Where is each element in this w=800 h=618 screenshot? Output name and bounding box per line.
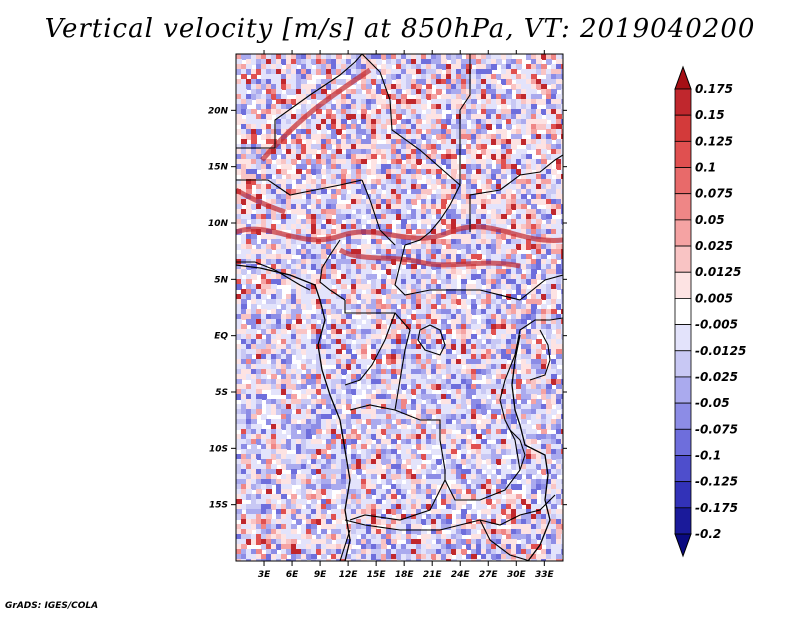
colorbar-swatch	[674, 455, 692, 483]
ascent-band	[260, 67, 372, 162]
colorbar-swatch	[674, 428, 692, 456]
colorbar-swatch	[674, 481, 692, 509]
lon-label: 18E	[395, 570, 415, 580]
lat-label: 5S	[215, 388, 228, 398]
lon-label: 21E	[423, 570, 443, 580]
ascent-band	[236, 187, 286, 215]
colorbar-label: -0.075	[695, 422, 738, 436]
colorbar-label: -0.025	[695, 370, 738, 384]
colorbar-label: 0.005	[695, 291, 733, 305]
lat-label: 10S	[209, 444, 228, 454]
colorbar-swatch	[674, 324, 692, 352]
colorbar: 0.175 0.15 0.125 0.1 0.075 0.05 0.025 0.0125 0.0…	[674, 65, 746, 558]
colorbar-label: -0.2	[695, 527, 721, 541]
colorbar-label: 0.1	[695, 161, 716, 175]
lon-label: 30E	[507, 570, 527, 580]
colorbar-label: 0.025	[695, 239, 733, 253]
colorbar-swatch	[674, 507, 692, 535]
colorbar-swatch	[674, 350, 692, 378]
colorbar-label: 0.0125	[695, 265, 741, 279]
colorbar-swatch	[674, 402, 692, 430]
colorbar-label: 0.05	[695, 213, 725, 227]
lon-label: 3E	[258, 570, 271, 580]
lat-label: 15N	[208, 163, 229, 173]
colorbar-label: -0.05	[695, 396, 730, 410]
ascent-band	[236, 224, 563, 244]
map-figure: 20N 15N 10N 5N EQ 5S 10S 15S 3E 6E 9E 12E 15E 18E 21E 2…	[208, 50, 746, 580]
lat-label: 15S	[209, 501, 228, 511]
colorbar-swatch	[674, 88, 692, 116]
coastline	[236, 264, 551, 561]
lon-label: 6E	[286, 570, 299, 580]
lon-label: 24E	[451, 570, 471, 580]
colorbar-label: 0.175	[695, 82, 733, 96]
velocity-field	[236, 54, 563, 561]
colorbar-label: 0.125	[695, 134, 733, 148]
colorbar-label: 0.075	[695, 187, 733, 201]
lon-label: 33E	[535, 570, 555, 580]
lat-label: 5N	[214, 275, 228, 285]
colorbar-cap-bottom	[674, 533, 692, 558]
colorbar-label: -0.175	[695, 501, 738, 515]
lon-label: 27E	[479, 570, 499, 580]
colorbar-label: -0.005	[695, 318, 738, 332]
colorbar-label: -0.1	[695, 448, 721, 462]
colorbar-swatch	[674, 271, 692, 299]
lon-label: 15E	[367, 570, 387, 580]
colorbar-label: 0.15	[695, 108, 725, 122]
colorbar-swatch	[674, 140, 692, 168]
colorbar-swatch	[674, 193, 692, 221]
lat-label: EQ	[214, 332, 228, 342]
grads-credit: GrADS: IGES/COLA	[5, 601, 99, 611]
lat-label: 20N	[208, 106, 229, 116]
colorbar-cap-top	[674, 65, 692, 90]
colorbar-swatch	[674, 114, 692, 142]
colorbar-label: -0.0125	[695, 344, 746, 358]
map-axes: 20N 15N 10N 5N EQ 5S 10S 15S 3E 6E 9E 12E 15E 18E 21E 2…	[208, 50, 567, 580]
colorbar-swatch	[674, 298, 692, 325]
colorbar-label: -0.125	[695, 475, 738, 489]
country-borders	[236, 54, 563, 561]
colorbar-swatch	[674, 219, 692, 247]
colorbar-swatch	[674, 245, 692, 273]
ascent-band	[338, 247, 521, 269]
chart-title: Vertical velocity [m/s] at 850hPa, VT: 2…	[44, 14, 756, 44]
map-frame	[235, 53, 564, 562]
lon-label: 12E	[339, 570, 359, 580]
colorbar-swatch	[674, 376, 692, 404]
lat-label: 10N	[208, 219, 229, 229]
lon-label: 9E	[314, 570, 327, 580]
colorbar-swatch	[674, 167, 692, 195]
